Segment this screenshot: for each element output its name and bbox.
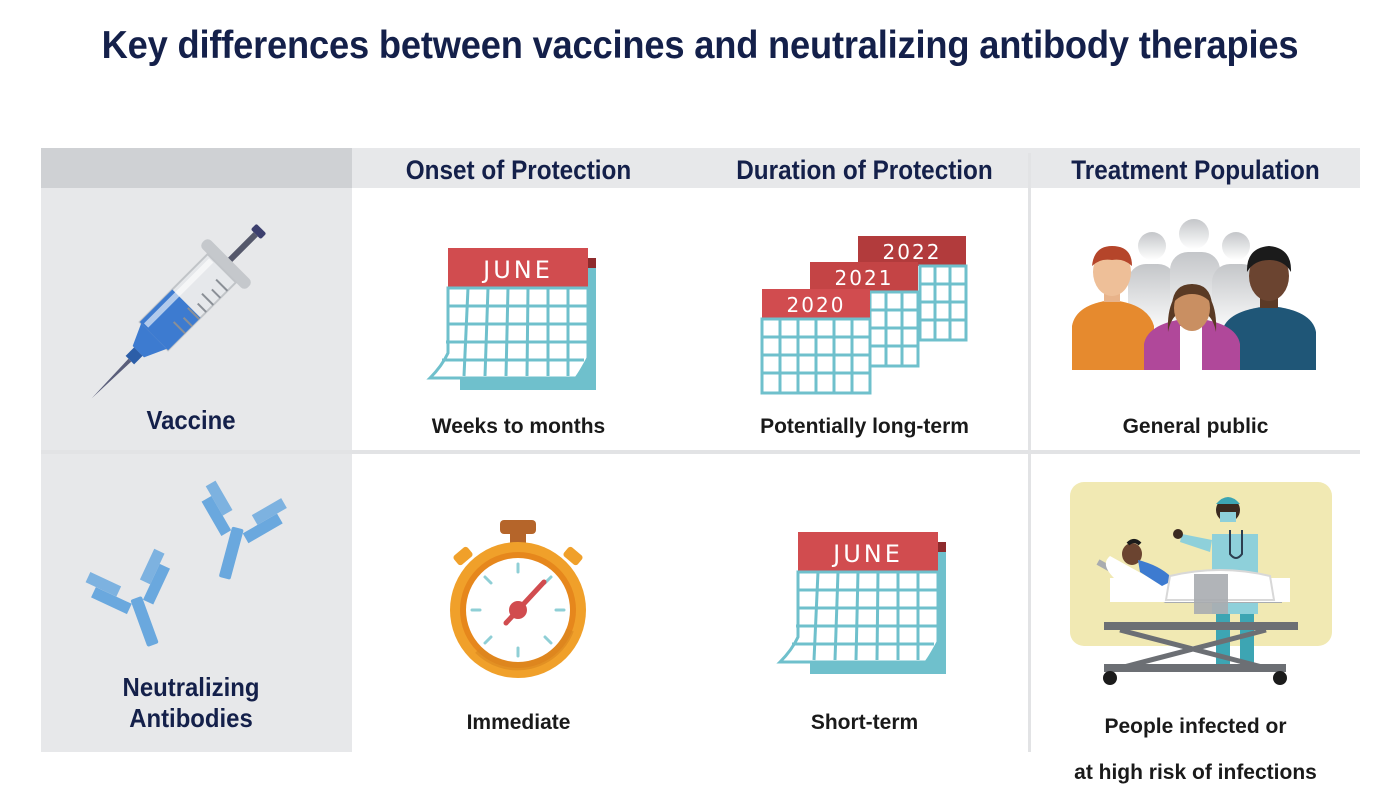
calendar-month: JUNE [831,540,903,568]
vaccine-onset-text: Weeks to months [431,415,606,438]
year-label-2022: 2022 [883,240,942,264]
column-header-population: Treatment Population [1071,155,1320,185]
row-label-neutralizing-antibodies: Neutralizing Antibodies [53,672,329,734]
antibody-icon [85,480,287,647]
antibody-duration-text: Short-term [810,711,919,734]
stopwatch-icon [450,520,586,678]
year-label-2020: 2020 [787,293,846,317]
row-label-line-1: Neutralizing [122,672,260,702]
column-header-band [352,148,1360,188]
column-header-onset: Onset of Protection [405,155,632,185]
hospital-bed-icon [1070,482,1332,685]
population-line-1: People infected or [1104,715,1287,738]
calendar-icon: JUNE [426,248,596,390]
antibody-onset-text: Immediate [466,711,571,734]
calendar-icon: JUNE [776,532,946,674]
calendar-month: JUNE [481,256,553,284]
column-header-duration: Duration of Protection [736,155,993,185]
row-divider [41,450,1360,454]
syringe-icon [91,224,266,399]
page-title: Key differences between vaccines and neu… [101,24,1299,67]
antibody-population-text: People infected or at high risk of infec… [1031,692,1360,807]
vaccine-population-text: General public [1122,415,1269,438]
corner-header-cell [41,148,352,188]
population-line-2: at high risk of infections [1074,761,1317,784]
year-label-2021: 2021 [835,266,894,290]
people-group-icon [1072,219,1316,370]
column-divider [1028,153,1031,752]
row-label-line-2: Antibodies [129,703,253,733]
multi-year-calendar-icon: 2022 2021 2020 [760,236,968,395]
row-label-vaccine: Vaccine [146,405,236,435]
vaccine-duration-text: Potentially long-term [760,415,969,438]
